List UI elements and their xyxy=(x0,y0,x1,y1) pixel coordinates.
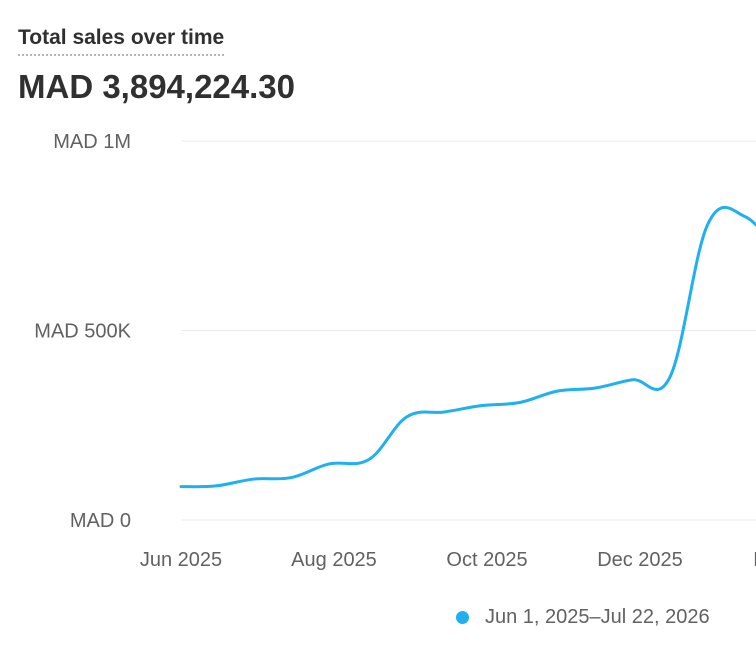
data-point xyxy=(630,378,634,382)
data-point xyxy=(706,222,710,226)
data-point xyxy=(405,415,409,419)
data-point xyxy=(252,477,256,481)
x-tick-label: Feb 2026 xyxy=(753,549,756,571)
chart-title[interactable]: Total sales over time xyxy=(18,26,225,56)
y-tick-label: MAD 0 xyxy=(70,510,131,532)
data-point xyxy=(214,484,218,488)
total-sales-value: MAD 3,894,224.30 xyxy=(18,68,296,105)
data-point xyxy=(593,386,597,390)
data-point xyxy=(518,401,522,405)
data-point xyxy=(289,476,293,480)
x-tick-label: Dec 2025 xyxy=(597,549,683,571)
data-point xyxy=(442,410,446,414)
data-point xyxy=(743,215,747,219)
data-point xyxy=(480,404,484,408)
data-point xyxy=(555,389,559,393)
chart-legend[interactable]: Jun 1, 2025–Jul 22, 2026 xyxy=(456,606,710,629)
y-tick-label: MAD 500K xyxy=(34,321,131,343)
series-line xyxy=(179,205,756,489)
data-point xyxy=(179,485,183,489)
x-tick-label: Oct 2025 xyxy=(446,549,527,571)
x-tick-label: Jun 2025 xyxy=(140,549,222,571)
legend-series-dot xyxy=(456,611,469,624)
x-tick-label: Aug 2025 xyxy=(291,549,377,571)
data-point xyxy=(367,457,371,461)
legend-series-label: Jun 1, 2025–Jul 22, 2026 xyxy=(485,606,710,628)
data-point xyxy=(668,375,672,379)
y-tick-label: MAD 1M xyxy=(53,131,131,153)
data-point xyxy=(327,462,331,466)
